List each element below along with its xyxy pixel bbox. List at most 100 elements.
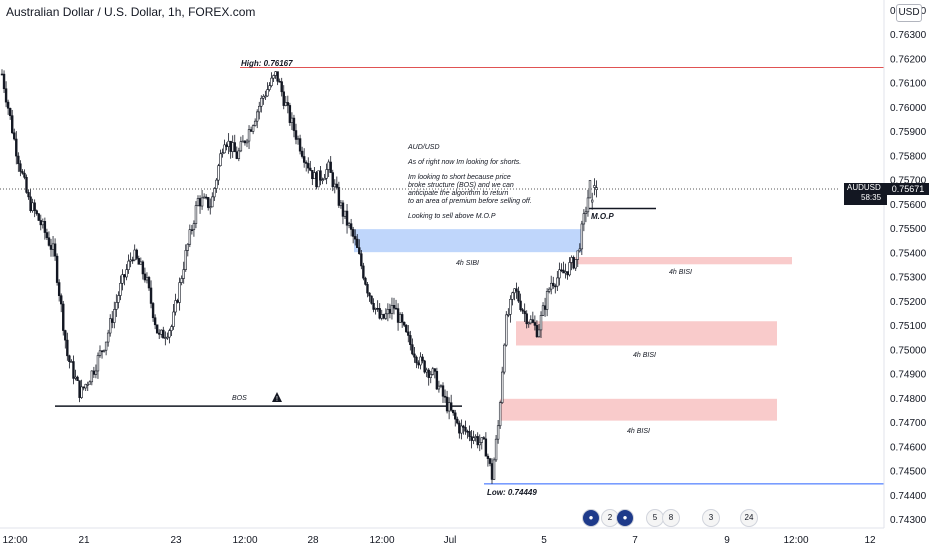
candle bbox=[529, 315, 532, 325]
price-tick-label: 0.74700 bbox=[890, 418, 927, 429]
candle bbox=[186, 243, 189, 257]
candle bbox=[272, 74, 275, 82]
candle bbox=[168, 328, 171, 344]
candle bbox=[119, 275, 122, 301]
candle bbox=[351, 226, 355, 244]
candle bbox=[435, 367, 439, 391]
candle bbox=[115, 294, 118, 317]
candle bbox=[55, 253, 59, 286]
candle bbox=[27, 189, 30, 200]
candles-layer bbox=[0, 69, 598, 485]
fvg-zone[interactable] bbox=[354, 229, 582, 253]
time-axis: 12:00 21 23 12:00 28 12:00 Jul 5 7 9 12:00 12 bbox=[2, 535, 876, 546]
candle bbox=[0, 69, 4, 76]
candle bbox=[437, 380, 441, 393]
price-tick-label: 0.74900 bbox=[890, 370, 927, 381]
candle bbox=[360, 250, 363, 270]
candle bbox=[13, 128, 16, 141]
candle bbox=[378, 303, 381, 320]
candle bbox=[290, 112, 294, 131]
candle bbox=[251, 124, 255, 135]
candle bbox=[104, 341, 108, 356]
candle bbox=[196, 195, 200, 207]
candle bbox=[166, 332, 169, 340]
candle bbox=[460, 419, 463, 440]
candle bbox=[576, 250, 579, 267]
candle bbox=[31, 198, 34, 213]
price-tag-countdown: 58:35 bbox=[861, 193, 882, 202]
flag-au-icon[interactable]: ● bbox=[582, 509, 600, 527]
flag-us-icon[interactable]: 3 bbox=[702, 509, 720, 527]
flag-us-icon[interactable]: 8 bbox=[662, 509, 680, 527]
candle bbox=[258, 101, 261, 120]
time-tick-label: 7 bbox=[632, 535, 638, 546]
price-axis: 0.764000.763000.762000.761000.760000.759… bbox=[890, 6, 927, 526]
candle bbox=[550, 275, 553, 295]
candle bbox=[476, 432, 479, 449]
note-line: anticipate the algorithm to return bbox=[408, 190, 509, 197]
candle bbox=[262, 94, 265, 105]
candle bbox=[593, 178, 596, 196]
candle bbox=[270, 72, 273, 88]
note-line: broke structure (BOS) and we can bbox=[408, 182, 514, 189]
candle bbox=[317, 170, 320, 188]
note-line: Looking to sell above M.O.P bbox=[408, 213, 496, 220]
mop-label: M.O.P bbox=[591, 212, 614, 221]
candle bbox=[419, 352, 422, 370]
svg-text:!: ! bbox=[276, 396, 278, 403]
candle bbox=[217, 163, 220, 186]
candle bbox=[96, 352, 100, 379]
candle bbox=[311, 170, 314, 186]
candle bbox=[76, 375, 79, 381]
candle bbox=[501, 366, 504, 404]
fvg-zone[interactable] bbox=[500, 398, 777, 421]
candle bbox=[384, 308, 388, 320]
price-tick-label: 0.76000 bbox=[890, 103, 927, 114]
candle bbox=[264, 90, 267, 101]
price-tag: AUDUSD 58:35 bbox=[844, 183, 887, 205]
candle bbox=[521, 308, 524, 314]
flag-au-icon[interactable]: ● bbox=[616, 509, 634, 527]
candle bbox=[19, 160, 22, 177]
candle bbox=[131, 256, 134, 264]
price-tag-value: 0.75671 bbox=[887, 183, 929, 195]
candle bbox=[574, 259, 577, 271]
candle bbox=[233, 134, 236, 153]
candle bbox=[23, 169, 26, 180]
candle bbox=[321, 177, 324, 185]
candle bbox=[409, 330, 412, 351]
chart-title: Australian Dollar / U.S. Dollar, 1h, FOR… bbox=[6, 5, 256, 19]
currency-badge[interactable]: USD bbox=[896, 4, 922, 22]
candle bbox=[484, 432, 488, 457]
candle bbox=[47, 231, 51, 247]
fvg-zone[interactable] bbox=[570, 257, 792, 265]
candle bbox=[153, 314, 157, 330]
candle bbox=[135, 248, 138, 261]
fvg-zone[interactable] bbox=[516, 321, 777, 346]
candle bbox=[247, 125, 251, 150]
candle bbox=[400, 312, 404, 328]
candle bbox=[188, 224, 192, 248]
time-tick-label: 23 bbox=[170, 535, 182, 546]
candle bbox=[41, 218, 45, 229]
candle bbox=[302, 148, 306, 168]
candle bbox=[337, 181, 341, 208]
candle bbox=[207, 197, 210, 211]
candle bbox=[325, 163, 328, 185]
flag-us-icon[interactable]: 24 bbox=[740, 509, 758, 527]
candle bbox=[315, 171, 318, 190]
candle bbox=[390, 297, 394, 320]
candle bbox=[249, 126, 253, 133]
bisi-label-1: 4h BISI bbox=[669, 269, 692, 276]
candle bbox=[541, 302, 545, 316]
candle bbox=[68, 354, 71, 369]
candle bbox=[413, 347, 416, 363]
candle bbox=[145, 272, 149, 284]
candle bbox=[494, 434, 498, 462]
candle bbox=[215, 178, 218, 193]
candle bbox=[566, 271, 569, 280]
candle bbox=[127, 254, 130, 274]
candle bbox=[213, 187, 216, 201]
candle bbox=[474, 434, 477, 442]
